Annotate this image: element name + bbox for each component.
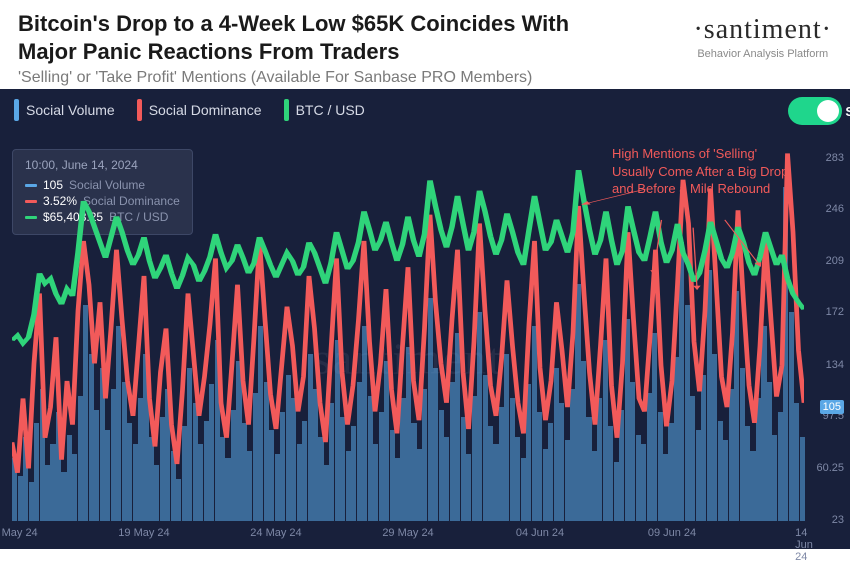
legend-item[interactable]: Social Dominance [137,99,262,121]
y-tick: 60.25 [808,462,844,474]
y-tick: 23 [808,514,844,526]
legend-swatch [14,99,19,121]
legend-label: Social Dominance [149,102,262,118]
y-tick: 209 [808,255,844,267]
x-tick: 29 May 24 [382,527,433,539]
x-tick: 09 Jun 24 [648,527,696,539]
y-tick: 246 [808,203,844,215]
legend-label: BTC / USD [296,102,365,118]
legend-swatch [137,99,142,121]
x-tick: 24 May 24 [250,527,301,539]
legend: Social Volume Social Dominance BTC / USD [0,89,850,127]
header: Bitcoin's Drop to a 4-Week Low $65K Coin… [0,0,850,89]
x-tick: 19 May 24 [118,527,169,539]
legend-item[interactable]: Social Volume [14,99,115,121]
annotation-text: High Mentions of 'Selling' Usually Come … [612,145,792,198]
legend-label: Social Volume [26,102,115,118]
x-tick: 14 May 24 [0,527,38,539]
page-title: Bitcoin's Drop to a 4-Week Low $65K Coin… [18,10,618,65]
chart-area: Social Volume Social Dominance BTC / USD S… [0,89,850,549]
legend-item[interactable]: BTC / USD [284,99,365,121]
brand-tagline: Behavior Analysis Platform [693,48,832,60]
y-tick: 283 [808,152,844,164]
x-axis: 14 May 2419 May 2424 May 2429 May 2404 J… [12,527,804,543]
toggle-label: S [845,104,850,119]
brand-block: ·santiment· Behavior Analysis Platform [693,14,832,87]
social-dominance-line [12,153,804,472]
page-subtitle: 'Selling' or 'Take Profit' Mentions (Ava… [18,69,618,87]
y-tick: 172 [808,306,844,318]
brand-logo: ·santiment· [693,14,832,46]
y-axis: 2360.2597.5105134172209246283 [808,135,844,521]
legend-swatch [284,99,289,121]
x-tick: 14 Jun 24 [795,527,813,563]
y-tick: 105 [820,400,844,414]
y-tick: 134 [808,359,844,371]
x-tick: 04 Jun 24 [516,527,564,539]
toggle-switch[interactable]: S [788,97,842,125]
toggle-knob [817,100,839,122]
